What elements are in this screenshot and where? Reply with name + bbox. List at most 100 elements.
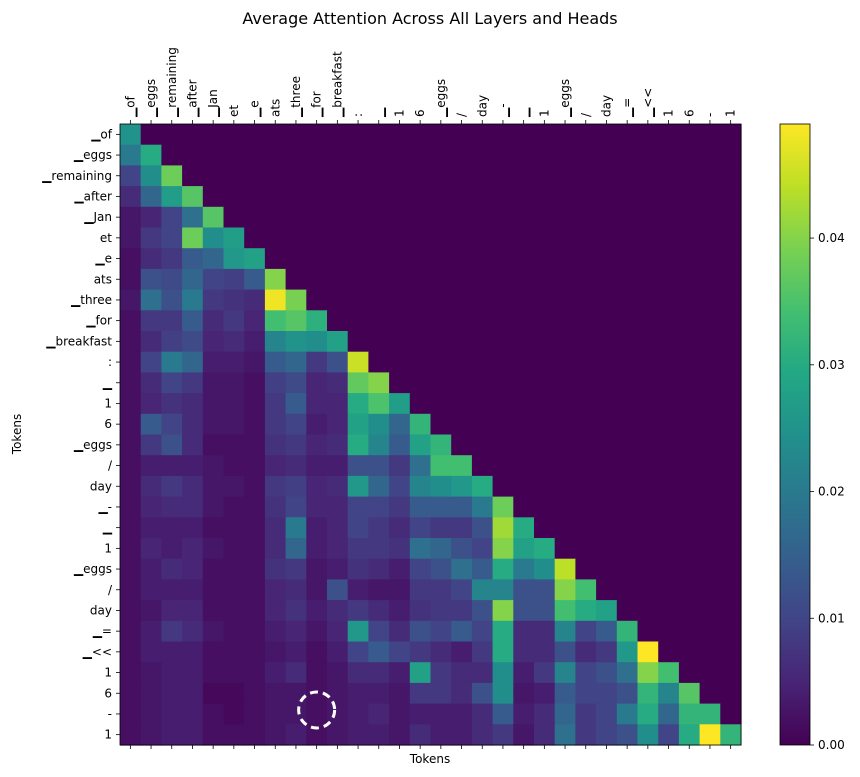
heatmap-cell-r4-c29 [720, 206, 742, 229]
heatmap-cell-r26-c19 [513, 662, 535, 684]
heatmap-cell-r14-c26 [658, 413, 680, 436]
heatmap-cell-r28-c14 [409, 703, 432, 725]
heatmap-cell-r1-c6 [244, 144, 266, 166]
heatmap-cell-r21-c3 [182, 558, 204, 580]
heatmap-cell-r26-c14 [409, 662, 432, 684]
y-tick-label: ▁- [97, 500, 112, 514]
heatmap-cell-r27-c27 [678, 682, 701, 705]
heatmap-cell-r25-c18 [492, 641, 514, 663]
heatmap-cell-r8-c25 [637, 289, 659, 311]
heatmap-cell-r22-c1 [140, 579, 162, 601]
heatmap-cell-r23-c21 [554, 600, 576, 622]
heatmap-cell-r11-c12 [368, 351, 390, 373]
colorbar-ticks: 0.00 0.01 0.02 0.03 0.04 [810, 231, 845, 752]
heatmap-cell-r21-c28 [699, 558, 721, 580]
heatmap-cell-r29-c19 [513, 724, 535, 746]
x-tick-label: ▁of [123, 95, 137, 118]
heatmap-cell-r29-c3 [182, 724, 204, 746]
heatmap-cell-r17-c20 [534, 475, 556, 498]
heatmap-cell-r26-c12 [368, 662, 390, 684]
heatmap-cell-r7-c29 [720, 268, 742, 291]
heatmap-cell-r18-c10 [327, 496, 349, 518]
heatmap-cell-r17-c22 [575, 475, 597, 498]
heatmap-cell-r6-c3 [182, 248, 204, 270]
heatmap-cell-r3-c16 [451, 186, 473, 208]
heatmap-cell-r9-c8 [285, 310, 307, 332]
heatmap-cell-r18-c25 [637, 496, 659, 518]
heatmap-cell-r12-c7 [264, 372, 287, 394]
heatmap-cell-r29-c6 [244, 724, 266, 746]
heatmap-cell-r26-c4 [202, 662, 225, 684]
heatmap-cell-r29-c17 [471, 724, 494, 746]
heatmap-cell-r23-c29 [720, 600, 742, 622]
heatmap-cell-r20-c7 [264, 538, 287, 560]
heatmap-cell-r7-c15 [430, 268, 452, 291]
heatmap-cell-r8-c20 [534, 289, 556, 311]
heatmap-cell-r22-c6 [244, 579, 266, 601]
heatmap-cell-r6-c15 [430, 248, 452, 270]
heatmap-cell-r10-c28 [699, 331, 721, 353]
heatmap-cell-r15-c12 [368, 434, 390, 456]
heatmap-cell-r10-c12 [368, 331, 390, 353]
heatmap-cell-r7-c13 [389, 268, 411, 291]
heatmap-cell-r27-c21 [554, 682, 576, 705]
heatmap-cell-r14-c20 [534, 413, 556, 436]
heatmap-cell-r29-c1 [140, 724, 162, 746]
heatmap-cell-r15-c22 [575, 434, 597, 456]
heatmap-cell-r1-c16 [451, 144, 473, 166]
heatmap-cell-r9-c25 [637, 310, 659, 332]
x-tick-label: / [455, 112, 469, 117]
heatmap-cell-r25-c0 [120, 641, 142, 663]
heatmap-cell-r16-c26 [658, 455, 680, 477]
heatmap-cell-r22-c19 [513, 579, 535, 601]
heatmap-cell-r22-c8 [285, 579, 307, 601]
heatmap-cell-r10-c27 [678, 331, 701, 353]
heatmap-cell-r28-c21 [554, 703, 576, 725]
heatmap-cell-r23-c16 [451, 600, 473, 622]
heatmap-cell-r4-c8 [285, 206, 307, 229]
heatmap-cell-r0-c20 [534, 124, 556, 146]
y-tick-label: : [108, 355, 112, 369]
heatmap-cell-r0-c21 [554, 124, 576, 146]
heatmap-cell-r20-c11 [347, 538, 369, 560]
heatmap-cell-r27-c18 [492, 682, 514, 705]
heatmap-cell-r25-c22 [575, 641, 597, 663]
y-tick-label: 6 [104, 686, 112, 700]
heatmap-cell-r10-c24 [616, 331, 639, 353]
heatmap-cell-r18-c21 [554, 496, 576, 518]
heatmap-cell-r22-c21 [554, 579, 576, 601]
heatmap-cell-r1-c15 [430, 144, 452, 166]
heatmap-cell-r26-c27 [678, 662, 701, 684]
x-tick-label: day [599, 95, 613, 117]
heatmap-cell-r26-c26 [658, 662, 680, 684]
heatmap-cell-r1-c3 [182, 144, 204, 166]
heatmap-cell-r0-c6 [244, 124, 266, 146]
heatmap-cell-r5-c0 [120, 227, 142, 249]
y-tick-label: ▁after [73, 189, 112, 203]
heatmap-cell-r7-c25 [637, 268, 659, 291]
heatmap-cell-r5-c13 [389, 227, 411, 249]
heatmap-cell-r12-c8 [285, 372, 307, 394]
heatmap-cell-r24-c10 [327, 620, 349, 643]
heatmap-cell-r4-c28 [699, 206, 721, 229]
heatmap-cell-r8-c2 [161, 289, 183, 311]
heatmap-cell-r27-c23 [596, 682, 618, 705]
heatmap-cell-r13-c13 [389, 393, 411, 415]
heatmap-cell-r8-c4 [202, 289, 225, 311]
colorbar-tick-label: 0.03 [818, 358, 845, 372]
heatmap-cell-r27-c9 [306, 682, 328, 705]
heatmap-cell-r22-c23 [596, 579, 618, 601]
heatmap-cell-r4-c27 [678, 206, 701, 229]
heatmap-cell-r5-c23 [596, 227, 618, 249]
heatmap-cell-r29-c0 [120, 724, 142, 746]
heatmap-cell-r19-c2 [161, 517, 183, 539]
heatmap-cell-r29-c18 [492, 724, 514, 746]
heatmap-cell-r25-c16 [451, 641, 473, 663]
heatmap-cell-r16-c16 [451, 455, 473, 477]
heatmap-cell-r10-c16 [451, 331, 473, 353]
heatmap-cell-r14-c21 [554, 413, 576, 436]
heatmap-cell-r29-c25 [637, 724, 659, 746]
heatmap-cell-r8-c3 [182, 289, 204, 311]
heatmap-cell-r23-c1 [140, 600, 162, 622]
heatmap-cell-r23-c8 [285, 600, 307, 622]
